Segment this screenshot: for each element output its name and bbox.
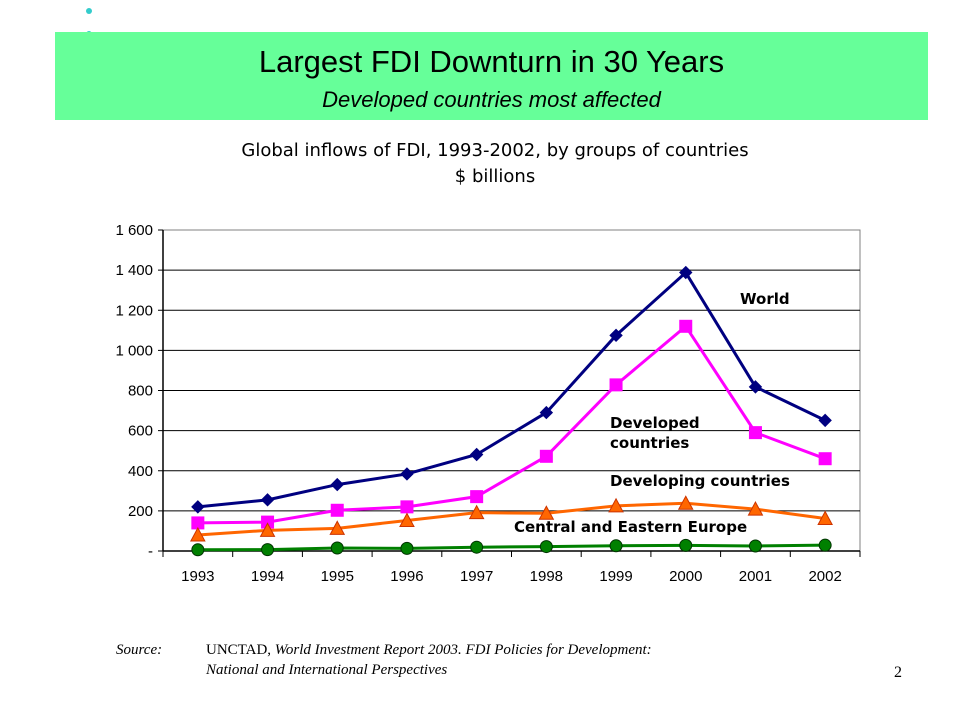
- series-label-developed-countries: Developed countries: [610, 414, 700, 452]
- data-point-central-and-eastern-europe: [330, 541, 344, 555]
- x-tick-label: 1993: [181, 568, 214, 585]
- data-point-developed-countries: [470, 490, 484, 504]
- data-point-central-and-eastern-europe: [818, 538, 832, 552]
- slide-subtitle: Developed countries most affected: [322, 87, 661, 112]
- chart-title: Global inflows of FDI, 1993-2002, by gro…: [241, 140, 749, 161]
- series-label-developing-countries: Developing countries: [610, 472, 790, 490]
- data-point-world: [818, 413, 832, 428]
- data-point-central-and-eastern-europe: [539, 540, 553, 554]
- x-tick-label: 1998: [530, 568, 563, 585]
- data-point-central-and-eastern-europe: [470, 540, 484, 554]
- y-tick-label: 1 600: [115, 222, 153, 239]
- data-point-developed-countries: [679, 319, 693, 333]
- series-label-line: Central and Eastern Europe: [514, 518, 747, 536]
- data-point-world: [330, 477, 344, 492]
- data-point-world: [260, 493, 275, 507]
- source-line-2: National and International Perspectives: [206, 662, 447, 679]
- data-point-developing-countries: [677, 495, 694, 510]
- data-point-world: [539, 405, 554, 420]
- x-tick-label: 2000: [669, 568, 702, 585]
- chart-subtitle: $ billions: [454, 166, 536, 187]
- series-label-line: World: [740, 290, 790, 308]
- slide-title: Largest FDI Downturn in 30 Years: [258, 44, 725, 79]
- source-report-subtitle: National and International Perspectives: [206, 662, 448, 678]
- x-tick-label: 1997: [460, 568, 493, 585]
- series-line-developed-countries: [197, 324, 826, 525]
- y-tick-label: 800: [128, 383, 153, 400]
- title-banner: Largest FDI Downturn in 30 Years Develop…: [55, 32, 928, 120]
- source-label: Source:: [116, 642, 163, 658]
- data-point-central-and-eastern-europe: [679, 538, 693, 552]
- data-point-developed-countries: [539, 449, 553, 463]
- data-point-developing-countries: [608, 497, 624, 513]
- series-line-world: [197, 270, 826, 509]
- x-tick-label: 1995: [321, 568, 354, 585]
- data-point-world: [748, 380, 763, 394]
- series-label-central-and-eastern-europe: Central and Eastern Europe: [514, 518, 747, 536]
- data-point-developed-countries: [609, 378, 623, 392]
- data-point-developing-countries: [399, 512, 415, 528]
- data-point-developing-countries: [329, 520, 346, 535]
- x-tick-label: 2001: [739, 568, 772, 585]
- page-number: 2: [894, 664, 902, 681]
- y-tick-label: 1 400: [115, 262, 153, 279]
- x-tick-label: 1996: [390, 568, 423, 585]
- x-tick-label: 1999: [599, 568, 632, 585]
- series-line-central-and-eastern-europe: [197, 543, 826, 552]
- data-point-world: [191, 500, 205, 514]
- data-point-world: [679, 265, 693, 280]
- data-point-central-and-eastern-europe: [609, 539, 623, 553]
- y-tick-label: 1 200: [115, 302, 153, 319]
- y-tick-label: 200: [128, 503, 153, 520]
- source-line-1: UNCTAD, World Investment Report 2003. FD…: [206, 642, 652, 659]
- data-point-world: [469, 447, 484, 462]
- data-point-developed-countries: [818, 452, 832, 466]
- y-tick-label: 1 000: [115, 342, 153, 359]
- source-publisher: UNCTAD,: [206, 642, 275, 658]
- series-label-line: countries: [610, 434, 689, 452]
- series-label-world: World: [740, 290, 790, 308]
- data-point-developing-countries: [747, 501, 764, 516]
- data-point-world: [400, 467, 414, 481]
- data-point-developing-countries: [538, 505, 555, 520]
- data-point-developing-countries: [190, 526, 206, 542]
- data-point-world: [609, 328, 623, 343]
- bullet-dot-1: [86, 8, 92, 14]
- data-point-developing-countries: [817, 510, 833, 525]
- y-tick-label: 600: [128, 423, 153, 440]
- x-tick-label: 1994: [251, 568, 284, 585]
- source-report-title: World Investment Report 2003. FDI Polici…: [274, 642, 652, 658]
- data-point-developed-countries: [400, 500, 414, 514]
- data-point-developed-countries: [748, 426, 762, 440]
- data-point-central-and-eastern-europe: [748, 539, 762, 553]
- data-point-developing-countries: [468, 504, 485, 520]
- data-point-developed-countries: [330, 503, 344, 517]
- y-tick-label: 400: [128, 463, 153, 480]
- data-point-central-and-eastern-europe: [191, 543, 205, 557]
- data-point-central-and-eastern-europe: [400, 541, 414, 555]
- series-label-line: Developed: [610, 414, 700, 432]
- series-line-developing-countries: [197, 501, 826, 537]
- data-point-developing-countries: [259, 522, 276, 537]
- data-point-central-and-eastern-europe: [261, 543, 275, 557]
- y-tick-label: -: [148, 543, 153, 560]
- x-tick-label: 2002: [808, 568, 841, 585]
- series-label-line: Developing countries: [610, 472, 790, 490]
